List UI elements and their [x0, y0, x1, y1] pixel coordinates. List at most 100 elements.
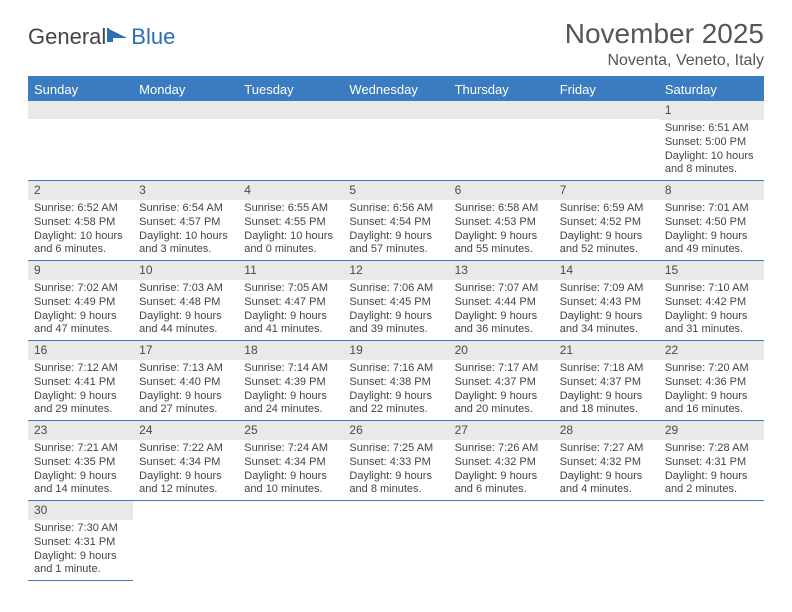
sunrise-text: Sunrise: 7:05 AM — [244, 282, 337, 296]
day-number: 22 — [659, 341, 764, 360]
sunrise-text: Sunrise: 7:12 AM — [34, 362, 127, 376]
cell-body: Sunrise: 7:06 AMSunset: 4:45 PMDaylight:… — [343, 281, 448, 340]
week-row: 1Sunrise: 6:51 AMSunset: 5:00 PMDaylight… — [28, 101, 764, 181]
cell-body: Sunrise: 6:51 AMSunset: 5:00 PMDaylight:… — [659, 121, 764, 180]
calendar-cell — [238, 101, 343, 181]
sunrise-text: Sunrise: 7:03 AM — [139, 282, 232, 296]
location: Noventa, Veneto, Italy — [565, 52, 764, 70]
daylight-text: Daylight: 9 hours and 49 minutes. — [665, 230, 758, 258]
sunset-text: Sunset: 4:55 PM — [244, 216, 337, 230]
day-header-cell: Friday — [554, 78, 659, 101]
day-number: 3 — [133, 181, 238, 200]
sunrise-text: Sunrise: 7:22 AM — [139, 442, 232, 456]
cell-body: Sunrise: 6:54 AMSunset: 4:57 PMDaylight:… — [133, 201, 238, 260]
day-number: 1 — [659, 101, 764, 120]
day-number: 12 — [343, 261, 448, 280]
calendar-cell: 12Sunrise: 7:06 AMSunset: 4:45 PMDayligh… — [343, 261, 448, 341]
day-number: 19 — [343, 341, 448, 360]
sunrise-text: Sunrise: 7:16 AM — [349, 362, 442, 376]
daylight-text: Daylight: 9 hours and 57 minutes. — [349, 230, 442, 258]
day-header-cell: Tuesday — [238, 78, 343, 101]
cell-body: Sunrise: 7:14 AMSunset: 4:39 PMDaylight:… — [238, 361, 343, 420]
sunrise-text: Sunrise: 7:24 AM — [244, 442, 337, 456]
sunrise-text: Sunrise: 7:01 AM — [665, 202, 758, 216]
day-number: 25 — [238, 421, 343, 440]
sunrise-text: Sunrise: 7:07 AM — [455, 282, 548, 296]
sunrise-text: Sunrise: 7:09 AM — [560, 282, 653, 296]
sunrise-text: Sunrise: 7:14 AM — [244, 362, 337, 376]
logo-word2: Blue — [131, 24, 175, 50]
day-number: 18 — [238, 341, 343, 360]
sunset-text: Sunset: 4:58 PM — [34, 216, 127, 230]
calendar-cell: 5 Sunrise: 6:56 AMSunset: 4:54 PMDaylight… — [343, 181, 448, 261]
calendar-cell: 13Sunrise: 7:07 AMSunset: 4:44 PMDayligh… — [449, 261, 554, 341]
sunset-text: Sunset: 4:54 PM — [349, 216, 442, 230]
sunset-text: Sunset: 4:52 PM — [560, 216, 653, 230]
cell-body: Sunrise: 7:05 AMSunset: 4:47 PMDaylight:… — [238, 281, 343, 340]
sunrise-text: Sunrise: 7:13 AM — [139, 362, 232, 376]
calendar-cell: 29Sunrise: 7:28 AMSunset: 4:31 PMDayligh… — [659, 421, 764, 501]
week-row: 9Sunrise: 7:02 AMSunset: 4:49 PMDaylight… — [28, 261, 764, 341]
cell-body: Sunrise: 7:26 AMSunset: 4:32 PMDaylight:… — [449, 441, 554, 500]
day-header-row: SundayMondayTuesdayWednesdayThursdayFrid… — [28, 78, 764, 101]
day-number: 8 — [659, 181, 764, 200]
sunset-text: Sunset: 4:49 PM — [34, 296, 127, 310]
week-row: 16Sunrise: 7:12 AMSunset: 4:41 PMDayligh… — [28, 341, 764, 421]
sunrise-text: Sunrise: 6:56 AM — [349, 202, 442, 216]
cell-body: Sunrise: 7:25 AMSunset: 4:33 PMDaylight:… — [343, 441, 448, 500]
day-number: 14 — [554, 261, 659, 280]
daylight-text: Daylight: 9 hours and 20 minutes. — [455, 390, 548, 418]
cell-body: Sunrise: 7:30 AMSunset: 4:31 PMDaylight:… — [28, 521, 133, 580]
day-number: 13 — [449, 261, 554, 280]
sunrise-text: Sunrise: 7:25 AM — [349, 442, 442, 456]
header: General Blue November 2025 Noventa, Vene… — [28, 18, 764, 70]
calendar-cell — [659, 501, 764, 581]
sunset-text: Sunset: 4:38 PM — [349, 376, 442, 390]
sunrise-text: Sunrise: 6:54 AM — [139, 202, 232, 216]
daylight-text: Daylight: 9 hours and 27 minutes. — [139, 390, 232, 418]
sunrise-text: Sunrise: 7:02 AM — [34, 282, 127, 296]
daylight-text: Daylight: 9 hours and 31 minutes. — [665, 310, 758, 338]
cell-body: Sunrise: 7:03 AMSunset: 4:48 PMDaylight:… — [133, 281, 238, 340]
calendar-cell: 22Sunrise: 7:20 AMSunset: 4:36 PMDayligh… — [659, 341, 764, 421]
page-title: November 2025 — [565, 18, 764, 50]
day-number: 15 — [659, 261, 764, 280]
cell-body: Sunrise: 7:27 AMSunset: 4:32 PMDaylight:… — [554, 441, 659, 500]
daylight-text: Daylight: 9 hours and 6 minutes. — [455, 470, 548, 498]
cell-body: Sunrise: 7:24 AMSunset: 4:34 PMDaylight:… — [238, 441, 343, 500]
sunset-text: Sunset: 4:53 PM — [455, 216, 548, 230]
daylight-text: Daylight: 9 hours and 12 minutes. — [139, 470, 232, 498]
day-number: 28 — [554, 421, 659, 440]
sunset-text: Sunset: 4:41 PM — [34, 376, 127, 390]
flag-icon — [107, 24, 129, 50]
sunset-text: Sunset: 4:32 PM — [455, 456, 548, 470]
calendar: SundayMondayTuesdayWednesdayThursdayFrid… — [28, 76, 764, 581]
cell-body: Sunrise: 6:52 AMSunset: 4:58 PMDaylight:… — [28, 201, 133, 260]
day-number: 20 — [449, 341, 554, 360]
calendar-cell: 6Sunrise: 6:58 AMSunset: 4:53 PMDaylight… — [449, 181, 554, 261]
sunset-text: Sunset: 4:40 PM — [139, 376, 232, 390]
daylight-text: Daylight: 10 hours and 6 minutes. — [34, 230, 127, 258]
day-number: 5 — [343, 181, 448, 200]
calendar-cell: 2Sunrise: 6:52 AMSunset: 4:58 PMDaylight… — [28, 181, 133, 261]
day-number: 17 — [133, 341, 238, 360]
calendar-cell: 8Sunrise: 7:01 AMSunset: 4:50 PMDaylight… — [659, 181, 764, 261]
sunrise-text: Sunrise: 7:27 AM — [560, 442, 653, 456]
cell-body: Sunrise: 7:12 AMSunset: 4:41 PMDaylight:… — [28, 361, 133, 420]
daylight-text: Daylight: 9 hours and 24 minutes. — [244, 390, 337, 418]
sunset-text: Sunset: 4:35 PM — [34, 456, 127, 470]
sunset-text: Sunset: 4:44 PM — [455, 296, 548, 310]
daylight-text: Daylight: 9 hours and 29 minutes. — [34, 390, 127, 418]
day-number: 2 — [28, 181, 133, 200]
sunset-text: Sunset: 4:31 PM — [34, 536, 127, 550]
day-number: 26 — [343, 421, 448, 440]
day-number: 23 — [28, 421, 133, 440]
calendar-cell: 11Sunrise: 7:05 AMSunset: 4:47 PMDayligh… — [238, 261, 343, 341]
sunset-text: Sunset: 4:34 PM — [244, 456, 337, 470]
sunrise-text: Sunrise: 7:20 AM — [665, 362, 758, 376]
daylight-text: Daylight: 9 hours and 44 minutes. — [139, 310, 232, 338]
sunrise-text: Sunrise: 6:51 AM — [665, 122, 758, 136]
sunset-text: Sunset: 4:34 PM — [139, 456, 232, 470]
daylight-text: Daylight: 9 hours and 4 minutes. — [560, 470, 653, 498]
sunrise-text: Sunrise: 7:06 AM — [349, 282, 442, 296]
